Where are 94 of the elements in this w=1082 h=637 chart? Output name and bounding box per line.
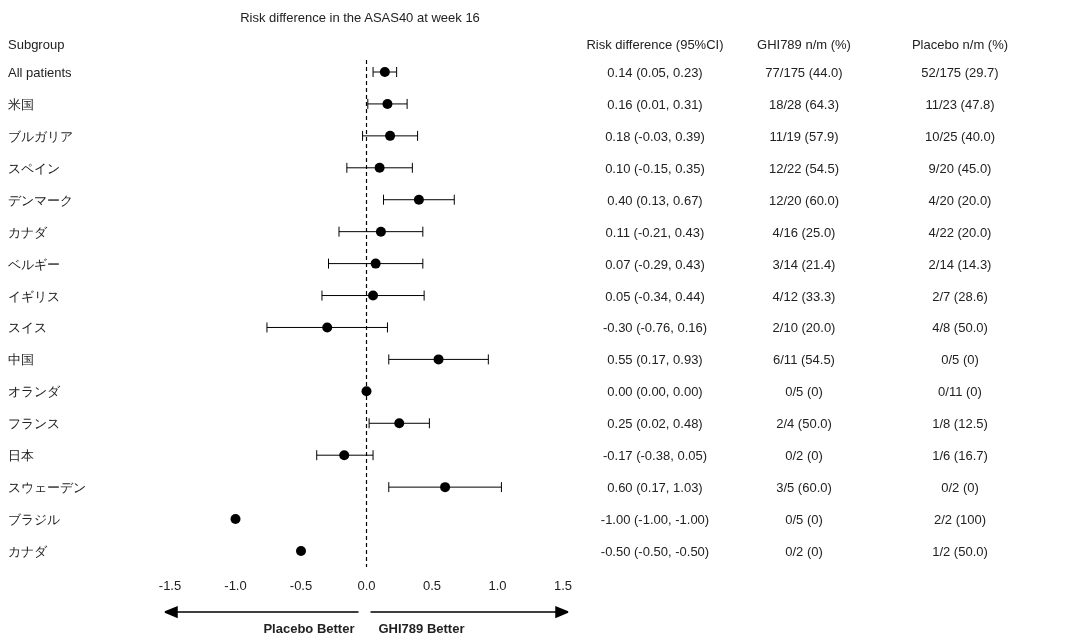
text: 2/10 (20.0) (772, 320, 836, 336)
text: 1/2 (50.0) (932, 544, 988, 559)
text: 3/5 (60.0) (776, 480, 832, 496)
text: 0/11 (0) (938, 384, 982, 400)
point (374, 162, 385, 173)
text: Placebo n/m (%) (911, 37, 1009, 52)
text: 11/23 (47.8) (925, 96, 995, 112)
x-tick-label: 1.0 (488, 578, 507, 593)
point (339, 450, 350, 461)
data-label: -1.00 (-1.00, -1.00) (600, 512, 710, 528)
x-tick-label: 0.0 (357, 578, 376, 593)
data-label: 0.07 (-0.29, 0.43) (605, 256, 705, 272)
text: 52/175 (29.7) (921, 65, 999, 80)
data-label: 0.00 (0.00, 0.00) (607, 384, 703, 400)
data-label: 0.40 (0.13, 0.67) (607, 192, 703, 208)
x-tick-label: -0.5 (289, 578, 313, 593)
data-label: 0.25 (0.02, 0.48) (607, 416, 703, 432)
text: 9/20 (45.0) (928, 160, 992, 176)
data-label: 0.14 (0.05, 0.23) (607, 65, 703, 80)
y-tick-label: スペイン (8, 160, 60, 176)
y-tick-label: スイス (8, 320, 47, 336)
text: 0/5 (0) (785, 384, 823, 400)
y-tick-label: 米国 (8, 96, 34, 112)
text: 0/2 (0) (785, 544, 823, 559)
point (379, 67, 390, 77)
text: 3/14 (21.4) (772, 256, 836, 272)
text: 1/8 (12.5) (932, 416, 988, 432)
text: Placebo Better (263, 621, 355, 636)
text: 2/4 (50.0) (776, 416, 832, 432)
point (361, 386, 372, 397)
point (368, 290, 379, 301)
y-tick-label: カナダ (8, 544, 48, 559)
point (296, 546, 306, 556)
y-tick-label: 日本 (8, 448, 34, 464)
y-tick-label: 中国 (8, 352, 34, 368)
point (385, 130, 396, 141)
y-tick-label: カナダ (8, 224, 48, 240)
data-label: 0.60 (0.17, 1.03) (607, 480, 703, 496)
data-label: -0.17 (-0.38, 0.05) (602, 448, 708, 464)
text: 12/20 (60.0) (768, 192, 840, 208)
text: 4/16 (25.0) (772, 224, 836, 240)
x-tick-label: -1.5 (158, 578, 182, 593)
text: Subgroup (8, 37, 65, 52)
point (230, 514, 241, 525)
y-tick-label: イギリス (8, 288, 60, 304)
point (394, 418, 405, 429)
text: GHI789 Better (378, 621, 465, 636)
text: 0/2 (0) (941, 480, 979, 496)
y-tick-label: All patients (8, 65, 73, 80)
data-label: -0.30 (-0.76, 0.16) (602, 320, 708, 336)
point (375, 226, 386, 237)
point (433, 354, 444, 365)
point (322, 322, 333, 333)
data-label: 0.18 (-0.03, 0.39) (605, 128, 705, 144)
text: 0/5 (0) (941, 352, 979, 368)
y-tick-label: オランダ (8, 384, 61, 400)
data-label: 0.55 (0.17, 0.93) (607, 352, 703, 368)
text: 2/2 (100) (933, 512, 987, 528)
y-tick-label: ベルギー (8, 256, 60, 272)
text: 18/28 (64.3) (768, 96, 840, 112)
point (413, 194, 424, 205)
point (370, 258, 381, 269)
x-tick-label: 0.5 (422, 578, 442, 593)
text: 2/7 (28.6) (932, 288, 988, 304)
text: 2/14 (14.3) (928, 256, 992, 272)
data-label: 0.16 (0.01, 0.31) (607, 96, 703, 112)
data-label: 0.05 (-0.34, 0.44) (605, 288, 705, 304)
chart-title: Risk difference in the ASAS40 at week 16 (240, 10, 480, 25)
text: 11/19 (57.9) (769, 128, 839, 144)
text: 12/22 (54.5) (768, 160, 840, 176)
data-label: 0.10 (-0.15, 0.35) (605, 160, 705, 176)
text: 4/20 (20.0) (928, 192, 992, 208)
text: 4/12 (33.3) (772, 288, 836, 304)
point (440, 482, 451, 493)
text: 1/6 (16.7) (932, 448, 988, 464)
text: 10/25 (40.0) (924, 128, 996, 144)
y-tick-label: スウェーデン (8, 480, 86, 496)
y-tick-label: ブラジル (8, 512, 60, 528)
point (382, 98, 393, 109)
text: 0/5 (0) (785, 512, 823, 528)
text: 6/11 (54.5) (773, 352, 835, 368)
text: 4/22 (20.0) (928, 224, 992, 240)
y-tick-label: フランス (8, 416, 60, 432)
data-label: -0.50 (-0.50, -0.50) (600, 544, 710, 559)
data-label: 0.11 (-0.21, 0.43) (605, 224, 705, 240)
y-tick-label: デンマーク (8, 192, 73, 208)
text: 77/175 (44.0) (765, 65, 843, 80)
y-tick-label: ブルガリア (8, 128, 73, 144)
text: GHI789 n/m (%) (757, 37, 851, 52)
x-tick-label: -1.0 (224, 578, 247, 593)
text: Risk difference (95%CI) (586, 37, 724, 52)
text: 0/2 (0) (785, 448, 823, 464)
x-tick-label: 1.5 (553, 578, 573, 593)
text: 4/8 (50.0) (932, 320, 988, 336)
